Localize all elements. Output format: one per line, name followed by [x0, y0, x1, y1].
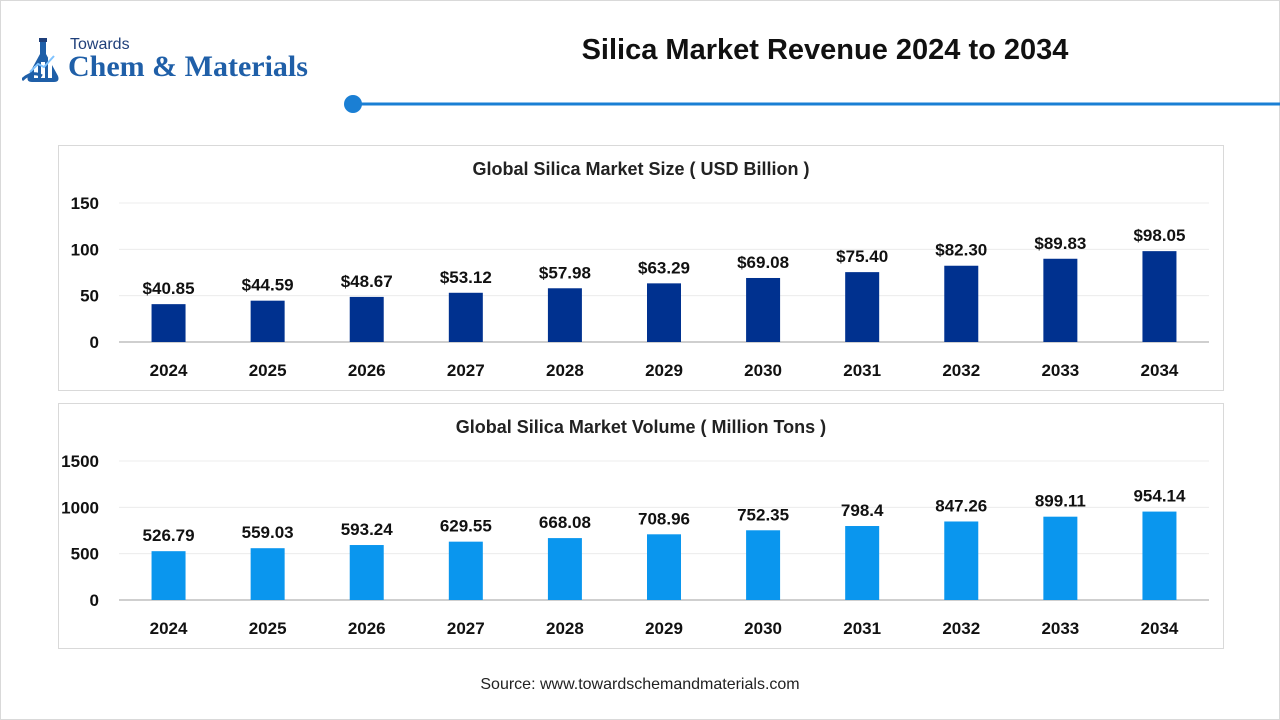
- y-tick-label: 100: [71, 240, 99, 259]
- x-tick-label: 2030: [744, 619, 782, 638]
- title-underline-dot: [344, 95, 362, 113]
- bar: [151, 304, 186, 342]
- bar: [349, 296, 384, 342]
- brand-name: Chem & Materials: [68, 50, 308, 83]
- data-label: $48.67: [341, 272, 393, 291]
- flask-icon: [22, 38, 59, 82]
- x-tick-label: 2024: [150, 361, 188, 380]
- x-tick-label: 2030: [744, 361, 782, 380]
- x-tick-label: 2033: [1041, 361, 1079, 380]
- data-label: $53.12: [440, 268, 492, 287]
- page-title: Silica Market Revenue 2024 to 2034: [581, 34, 1069, 66]
- bar: [647, 283, 681, 342]
- x-tick-label: 2032: [942, 361, 980, 380]
- volume-chart: Global Silica Market Volume ( Million To…: [61, 417, 1209, 638]
- x-tick-label: 2034: [1141, 361, 1179, 380]
- data-label: 668.08: [539, 513, 591, 532]
- bar: [746, 530, 781, 600]
- source-note: Source: www.towardschemandmaterials.com: [480, 676, 800, 693]
- bar: [944, 265, 979, 342]
- chart-panel-volume: Global Silica Market Volume ( Million To…: [58, 403, 1224, 649]
- y-tick-label: 50: [80, 287, 99, 306]
- chart-title: Global Silica Market Size ( USD Billion …: [472, 159, 809, 179]
- x-tick-label: 2026: [348, 361, 386, 380]
- data-label: $44.59: [242, 276, 294, 295]
- x-tick-label: 2031: [843, 619, 881, 638]
- x-tick-label: 2029: [645, 361, 683, 380]
- bar: [1142, 251, 1177, 342]
- y-tick-label: 0: [90, 333, 99, 352]
- bar: [1043, 258, 1078, 342]
- data-label: $57.98: [539, 263, 591, 282]
- bar: [151, 551, 186, 600]
- bar: [647, 534, 681, 600]
- chart-title: Global Silica Market Volume ( Million To…: [456, 417, 826, 437]
- y-tick-label: 150: [71, 194, 99, 213]
- bar: [349, 545, 384, 600]
- x-tick-label: 2031: [843, 361, 881, 380]
- bar: [448, 541, 483, 600]
- bar: [1043, 516, 1078, 600]
- data-label: $98.05: [1133, 226, 1185, 245]
- bar: [1142, 511, 1177, 600]
- bar: [746, 277, 781, 342]
- data-label: 559.03: [242, 523, 294, 542]
- y-tick-label: 1500: [61, 452, 99, 471]
- data-label: $82.30: [935, 241, 987, 260]
- x-tick-label: 2025: [249, 619, 287, 638]
- data-label: 954.14: [1133, 487, 1186, 506]
- x-tick-label: 2024: [150, 619, 188, 638]
- bar: [448, 292, 483, 342]
- title-underline: [344, 95, 1280, 113]
- data-label: 752.35: [737, 505, 789, 524]
- x-tick-label: 2027: [447, 361, 485, 380]
- bar: [250, 300, 285, 342]
- brand-top-word: Towards: [70, 36, 130, 53]
- y-tick-label: 500: [71, 545, 99, 564]
- x-tick-label: 2028: [546, 361, 584, 380]
- data-label: 708.96: [638, 509, 690, 528]
- x-tick-label: 2027: [447, 619, 485, 638]
- bar: [250, 548, 285, 600]
- data-label: 847.26: [935, 496, 987, 515]
- x-tick-label: 2034: [1141, 619, 1179, 638]
- data-label: 629.55: [440, 517, 492, 536]
- y-tick-label: 1000: [61, 498, 99, 517]
- x-tick-label: 2029: [645, 619, 683, 638]
- x-tick-label: 2025: [249, 361, 287, 380]
- data-label: $69.08: [737, 253, 789, 272]
- x-tick-label: 2028: [546, 619, 584, 638]
- revenue-chart: Global Silica Market Size ( USD Billion …: [71, 159, 1209, 380]
- bar: [845, 526, 880, 600]
- bar: [944, 521, 979, 600]
- data-label: $40.85: [143, 279, 195, 298]
- data-label: $63.29: [638, 258, 690, 277]
- data-label: 798.4: [841, 501, 884, 520]
- bar: [547, 288, 582, 342]
- x-tick-label: 2033: [1041, 619, 1079, 638]
- y-tick-label: 0: [90, 591, 99, 610]
- data-label: $89.83: [1034, 234, 1086, 253]
- data-label: $75.40: [836, 247, 888, 266]
- bar: [547, 538, 582, 600]
- data-label: 593.24: [341, 520, 394, 539]
- x-tick-label: 2026: [348, 619, 386, 638]
- data-label: 526.79: [143, 526, 195, 545]
- x-tick-label: 2032: [942, 619, 980, 638]
- chart-panel-revenue: Global Silica Market Size ( USD Billion …: [58, 145, 1224, 391]
- bar: [845, 272, 880, 342]
- brand-logo: Towards Chem & Materials: [22, 34, 342, 94]
- data-label: 899.11: [1035, 492, 1086, 511]
